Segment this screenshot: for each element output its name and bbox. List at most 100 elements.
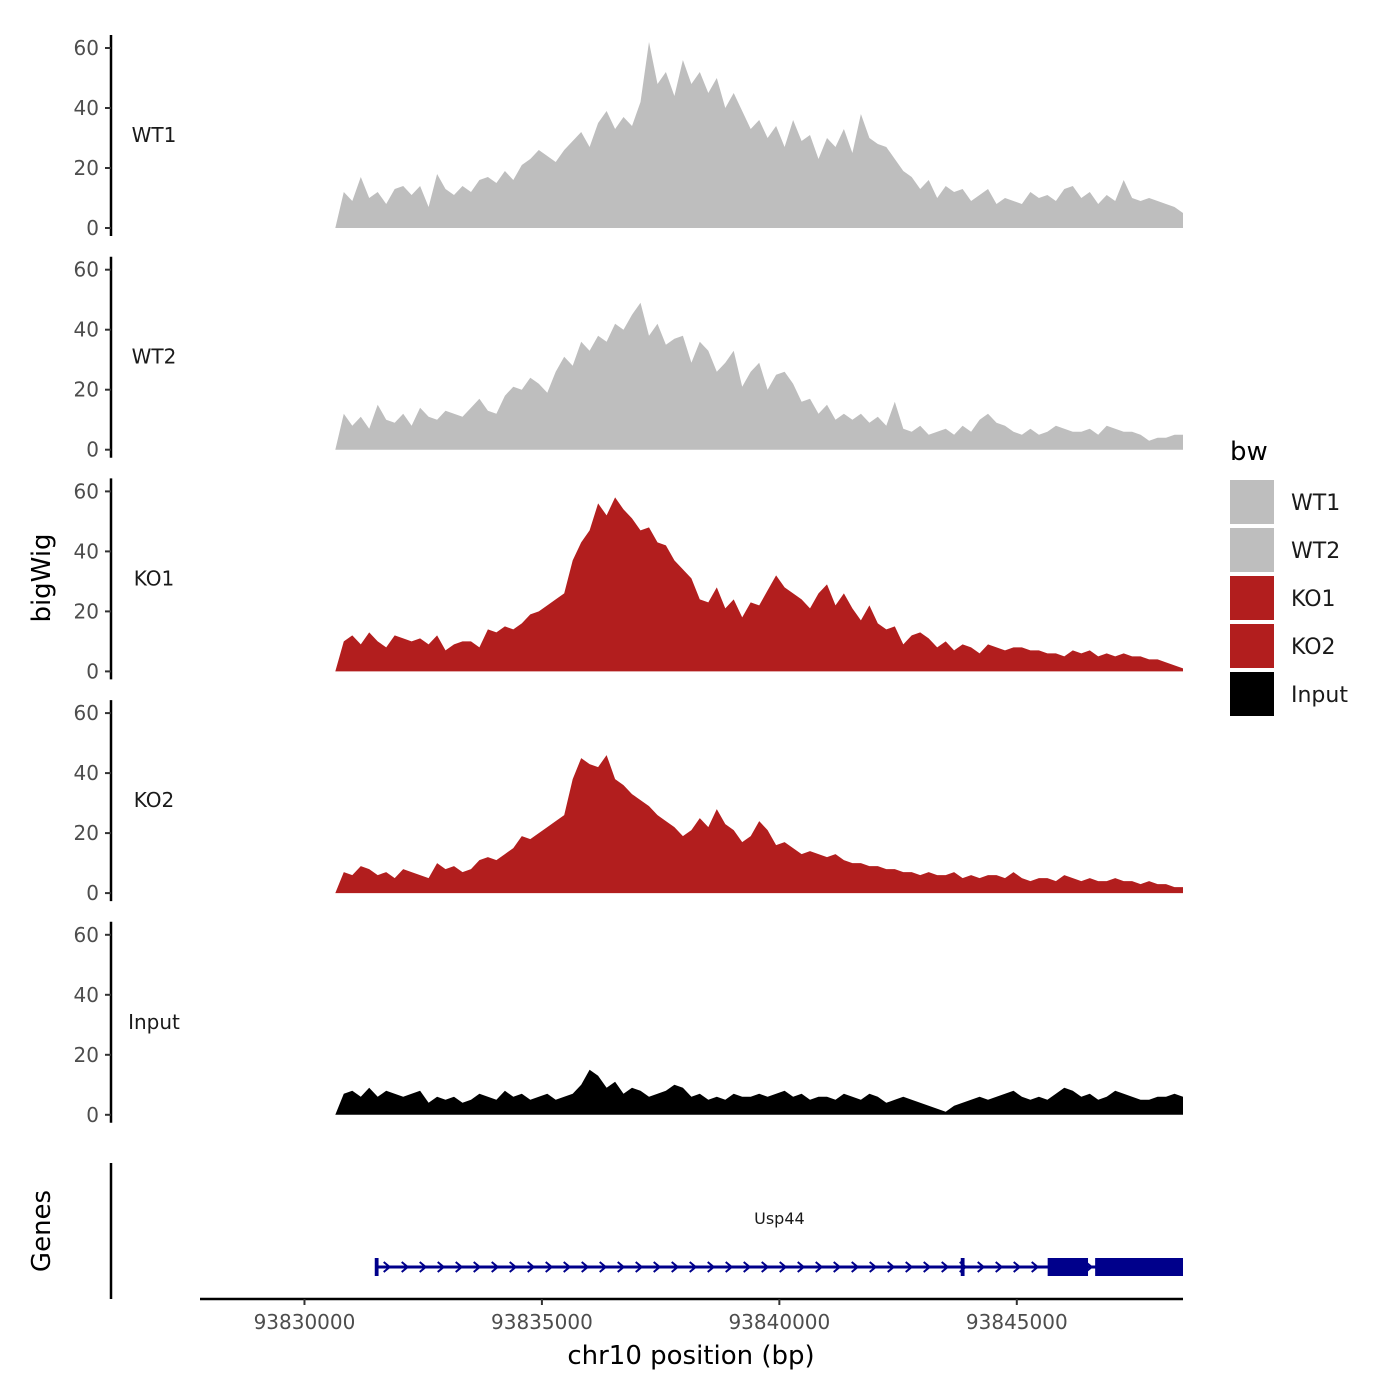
legend: bw WT1 WT2 KO1 KO2 Input	[1230, 437, 1348, 716]
y-tick-label: 40	[74, 318, 99, 342]
strand-arrow	[1013, 1261, 1022, 1273]
gene-exon	[374, 1258, 379, 1276]
strand-arrow	[671, 1261, 680, 1273]
coverage-tracks: 0 20 40 60 WT1 0 20 40 60 WT2 0 20 40 60 KO1 0 20 40 60 KO2…	[74, 35, 1183, 1127]
legend-label-wt1: WT1	[1291, 491, 1340, 516]
y-tick-label: 0	[86, 216, 99, 240]
strand-arrow	[725, 1261, 734, 1273]
y-tick-label: 20	[74, 821, 99, 845]
strand-arrow	[653, 1261, 662, 1273]
y-axis-title: bigWig	[27, 533, 57, 622]
y-tick-label: 60	[74, 479, 99, 503]
strand-arrow	[851, 1261, 860, 1273]
strand-arrow	[887, 1261, 896, 1273]
coverage-area-wt1	[335, 42, 1183, 228]
track-ko2: 0 20 40 60 KO2	[74, 700, 1183, 905]
legend-key-wt1	[1230, 480, 1274, 524]
strand-arrow	[761, 1261, 770, 1273]
strand-arrow	[995, 1261, 1004, 1273]
strand-arrow	[473, 1261, 482, 1273]
gene-exon	[1047, 1258, 1089, 1276]
x-tick-label: 93845000	[966, 1310, 1068, 1334]
legend-label-input: Input	[1291, 683, 1348, 708]
track-ko1: 0 20 40 60 KO1	[74, 478, 1183, 683]
y-tick-label: 60	[74, 258, 99, 282]
x-tick-label: 93840000	[728, 1310, 830, 1334]
strand-arrow	[563, 1261, 572, 1273]
y-tick-label: 0	[86, 659, 99, 683]
y-tick-label: 0	[86, 438, 99, 462]
y-tick-label: 40	[74, 983, 99, 1007]
strand-arrow	[707, 1261, 716, 1273]
strand-arrow	[689, 1261, 698, 1273]
track-label-wt2: WT2	[132, 345, 177, 369]
legend-title: bw	[1230, 437, 1268, 467]
strand-arrow	[869, 1261, 878, 1273]
strand-arrow	[743, 1261, 752, 1273]
genes-panel: Genes Usp44	[27, 1163, 1183, 1299]
y-tick-label: 60	[74, 36, 99, 60]
x-tick-label: 93835000	[491, 1310, 593, 1334]
x-axis: chr10 position (bp) 93830000 93835000 9384…	[200, 1297, 1183, 1371]
strand-arrow	[905, 1261, 914, 1273]
strand-arrow	[977, 1261, 986, 1273]
coverage-area-wt2	[335, 302, 1183, 450]
strand-arrow	[635, 1261, 644, 1273]
strand-arrow	[383, 1261, 392, 1273]
legend-key-input	[1230, 672, 1274, 716]
track-label-wt1: WT1	[132, 123, 177, 147]
strand-arrow	[923, 1261, 932, 1273]
strand-arrow	[401, 1261, 410, 1273]
strand-arrow	[527, 1261, 536, 1273]
genes-panel-label: Genes	[27, 1190, 57, 1272]
coverage-area-input	[335, 1069, 1183, 1115]
gene-exon	[1095, 1258, 1183, 1276]
strand-arrow	[437, 1261, 446, 1273]
legend-key-ko2	[1230, 624, 1274, 668]
legend-key-ko1	[1230, 576, 1274, 620]
track-input: 0 20 40 60 Input	[74, 921, 1183, 1127]
legend-label-ko1: KO1	[1291, 587, 1336, 612]
strand-arrow	[545, 1261, 554, 1273]
strand-arrow	[509, 1261, 518, 1273]
gene-model	[374, 1258, 1183, 1276]
strand-arrow	[779, 1261, 788, 1273]
x-axis-title: chr10 position (bp)	[567, 1341, 814, 1371]
track-label-ko2: KO2	[134, 788, 175, 812]
track-wt1: 0 20 40 60 WT1	[74, 35, 1183, 240]
y-tick-label: 60	[74, 701, 99, 725]
y-tick-label: 40	[74, 761, 99, 785]
track-label-ko1: KO1	[134, 566, 175, 590]
y-tick-label: 20	[74, 1043, 99, 1067]
strand-arrow	[815, 1261, 824, 1273]
y-tick-label: 40	[74, 96, 99, 120]
track-wt2: 0 20 40 60 WT2	[74, 256, 1183, 462]
strand-arrow	[455, 1261, 464, 1273]
strand-arrow	[419, 1261, 428, 1273]
strand-arrow	[1031, 1261, 1040, 1273]
coverage-area-ko1	[335, 497, 1183, 672]
y-tick-label: 20	[74, 156, 99, 180]
strand-arrow	[599, 1261, 608, 1273]
strand-arrow	[941, 1261, 950, 1273]
y-tick-label: 20	[74, 378, 99, 402]
strand-arrow	[833, 1261, 842, 1273]
y-tick-label: 60	[74, 923, 99, 947]
x-tick-label: 93830000	[254, 1310, 356, 1334]
gene-exon	[960, 1258, 965, 1276]
strand-arrow	[797, 1261, 806, 1273]
strand-arrow	[617, 1261, 626, 1273]
gene-name-label: Usp44	[754, 1209, 805, 1228]
legend-label-wt2: WT2	[1291, 539, 1340, 564]
strand-arrow	[581, 1261, 590, 1273]
y-tick-label: 20	[74, 599, 99, 623]
y-tick-label: 40	[74, 539, 99, 563]
y-tick-label: 0	[86, 1103, 99, 1127]
legend-label-ko2: KO2	[1291, 635, 1336, 660]
track-label-input: Input	[128, 1010, 180, 1034]
coverage-area-ko2	[335, 755, 1183, 894]
y-tick-label: 0	[86, 881, 99, 905]
strand-arrow	[491, 1261, 500, 1273]
legend-key-wt2	[1230, 528, 1274, 572]
